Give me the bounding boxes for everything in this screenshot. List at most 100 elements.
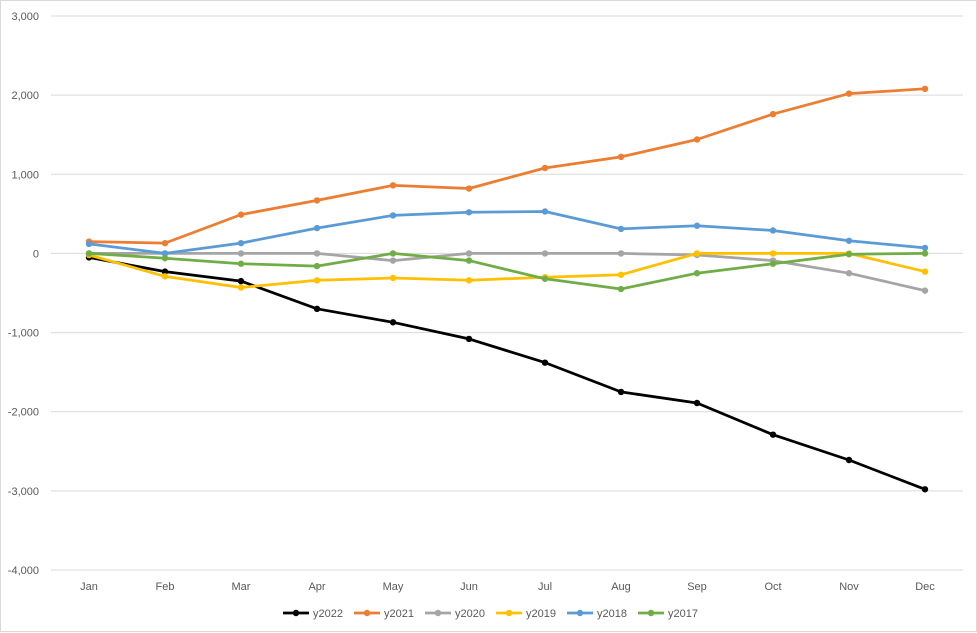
- x-tick-label: Sep: [687, 581, 707, 593]
- data-point-y2017: [541, 275, 549, 282]
- data-point-y2020: [617, 250, 625, 257]
- x-tick-label: Jul: [538, 581, 552, 593]
- data-point-y2017: [465, 257, 473, 264]
- legend-marker: [647, 609, 655, 617]
- y-tick-label: 2,000: [11, 90, 39, 102]
- legend-marker: [576, 609, 584, 617]
- y-tick-label: 3,000: [11, 11, 39, 23]
- data-point-y2021: [465, 185, 473, 192]
- data-point-y2018: [237, 239, 245, 247]
- y-tick-label: -1,000: [8, 328, 39, 340]
- data-point-y2020: [465, 250, 473, 257]
- data-point-y2020: [313, 250, 321, 257]
- data-point-y2022: [845, 456, 853, 464]
- series-line-y2022: [87, 256, 927, 491]
- data-point-y2022: [693, 399, 701, 407]
- series-line-y2020: [87, 252, 927, 292]
- data-point-y2018: [845, 237, 853, 244]
- x-tick-label: Oct: [764, 581, 781, 593]
- series-line-y2019: [87, 252, 927, 289]
- data-point-y2018: [85, 240, 93, 248]
- series-y2018: [85, 208, 929, 257]
- y-tick-label: -2,000: [8, 407, 39, 419]
- legend: y2022 y2021 y2020 y2019 y2018 y2017: [283, 608, 698, 620]
- data-point-y2018: [769, 227, 777, 234]
- data-point-y2020: [921, 287, 929, 294]
- x-tick-label: Jun: [460, 581, 478, 593]
- legend-label: y2021: [384, 608, 414, 620]
- data-point-y2021: [617, 153, 625, 161]
- data-point-y2022: [541, 359, 549, 366]
- data-point-y2017: [617, 285, 625, 293]
- data-point-y2017: [769, 260, 777, 267]
- legend-marker: [434, 609, 442, 617]
- x-tick-label: Aug: [611, 581, 631, 593]
- data-point-y2018: [465, 209, 473, 216]
- data-point-y2017: [237, 260, 245, 267]
- data-point-y2022: [237, 277, 245, 285]
- data-point-y2017: [389, 250, 397, 257]
- data-point-y2018: [693, 222, 701, 229]
- data-point-y2020: [845, 270, 853, 277]
- data-point-y2017: [161, 254, 169, 262]
- series-y2020: [85, 250, 929, 294]
- data-point-y2022: [465, 335, 473, 343]
- series-y2021: [85, 85, 929, 247]
- data-point-y2021: [313, 197, 321, 204]
- data-point-y2021: [237, 211, 245, 218]
- data-point-y2018: [313, 224, 321, 232]
- series-lines: [85, 85, 929, 493]
- data-point-y2021: [161, 239, 169, 247]
- legend-marker: [505, 609, 513, 617]
- data-point-y2019: [161, 273, 169, 280]
- legend-label: y2020: [455, 608, 485, 620]
- data-point-y2019: [465, 277, 473, 284]
- data-point-y2022: [921, 486, 929, 493]
- legend-entry-y2022: y2022: [283, 608, 343, 620]
- legend-entry-y2017: y2017: [638, 608, 698, 620]
- legend-label: y2019: [526, 608, 556, 620]
- y-tick-label: -4,000: [8, 565, 39, 577]
- data-point-y2022: [313, 305, 321, 313]
- legend-entry-y2019: y2019: [496, 608, 556, 620]
- series-y2022: [85, 254, 929, 493]
- legend-entry-y2021: y2021: [354, 608, 414, 620]
- data-point-y2021: [845, 90, 853, 97]
- data-point-y2021: [769, 110, 777, 118]
- y-tick-label: -3,000: [8, 486, 39, 498]
- data-point-y2020: [237, 250, 245, 257]
- x-tick-label: Apr: [308, 581, 325, 593]
- legend-marker: [363, 609, 371, 617]
- y-tick-label: 0: [33, 248, 39, 260]
- data-point-y2021: [389, 182, 397, 189]
- data-point-y2019: [769, 250, 777, 257]
- data-point-y2021: [921, 85, 929, 93]
- x-axis-ticks: Jan Feb Mar Apr May Jun Jul Aug Sep Oct Nov Dec: [80, 581, 935, 593]
- x-tick-label: Dec: [915, 581, 935, 593]
- data-point-y2019: [237, 284, 245, 291]
- data-point-y2018: [389, 212, 397, 219]
- legend-entry-y2018: y2018: [567, 608, 627, 620]
- data-point-y2017: [693, 270, 701, 277]
- data-point-y2022: [161, 268, 169, 275]
- data-point-y2019: [693, 250, 701, 257]
- data-point-y2022: [617, 388, 625, 396]
- data-point-y2021: [541, 164, 549, 172]
- legend-label: y2017: [668, 608, 698, 620]
- data-point-y2021: [693, 136, 701, 143]
- data-point-y2022: [769, 431, 777, 438]
- data-point-y2020: [389, 257, 397, 264]
- data-point-y2019: [313, 277, 321, 284]
- y-tick-label: 1,000: [11, 169, 39, 181]
- legend-marker: [292, 609, 300, 617]
- data-point-y2017: [921, 250, 929, 257]
- x-tick-label: May: [383, 581, 404, 593]
- data-point-y2018: [161, 250, 169, 257]
- y-axis-ticks: 3,000 2,000 1,000 0 -1,000 -2,000 -3,000 -4,000: [8, 11, 39, 577]
- series-line-y2017: [87, 252, 927, 291]
- series-line-y2018: [87, 210, 927, 255]
- legend-label: y2022: [313, 608, 343, 620]
- data-point-y2019: [389, 274, 397, 282]
